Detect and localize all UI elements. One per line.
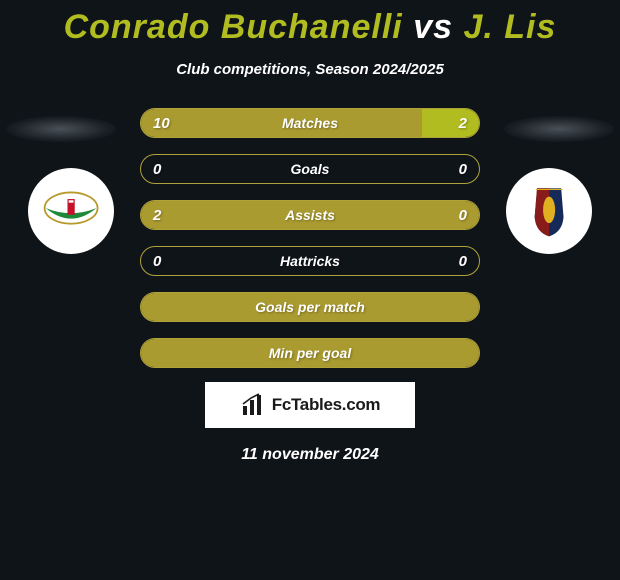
team-crest-right [506, 168, 592, 254]
footer-date: 11 november 2024 [0, 446, 620, 464]
stat-bar: Assists2 0 [140, 200, 480, 230]
bar-value-right: 0 [459, 155, 467, 183]
stat-bar: Min per goal [140, 338, 480, 368]
site-name: FcTables.com [272, 395, 381, 415]
stat-bar: Matches10 2 [140, 108, 480, 138]
pogon-crest-icon [519, 181, 579, 241]
comparison-title: Conrado Buchanelli vs J. Lis [0, 0, 620, 47]
bar-label: Hattricks [141, 247, 479, 275]
bar-value-right: 0 [459, 201, 467, 229]
stat-bar: Goals per match [140, 292, 480, 322]
content-area: Matches102Goals00Assists20Hattricks00Goa… [0, 108, 620, 368]
player2-name: J. Lis [463, 8, 556, 46]
stat-bar: Goals0 0 [140, 154, 480, 184]
bar-value-left: 2 [153, 201, 161, 229]
team-crest-left [28, 168, 114, 254]
vs-text: vs [413, 8, 453, 46]
player1-name: Conrado Buchanelli [64, 8, 403, 46]
bar-value-right: 0 [459, 247, 467, 275]
bar-label: Goals [141, 155, 479, 183]
stat-bar: Hattricks0 0 [140, 246, 480, 276]
chart-icon [240, 392, 266, 418]
bar-value-left: 10 [153, 109, 170, 137]
bar-label: Assists [141, 201, 479, 229]
bar-label: Goals per match [141, 293, 479, 321]
site-badge: FcTables.com [205, 382, 415, 428]
stat-bars-container: Matches102Goals00Assists20Hattricks00Goa… [140, 108, 480, 368]
shadow-ellipse-right [504, 116, 614, 142]
bar-value-right: 2 [459, 109, 467, 137]
subtitle: Club competitions, Season 2024/2025 [0, 61, 620, 78]
bar-label: Min per goal [141, 339, 479, 367]
bar-value-left: 0 [153, 247, 161, 275]
lechia-crest-icon [41, 181, 101, 241]
bar-label: Matches [141, 109, 479, 137]
bar-value-left: 0 [153, 155, 161, 183]
shadow-ellipse-left [6, 116, 116, 142]
